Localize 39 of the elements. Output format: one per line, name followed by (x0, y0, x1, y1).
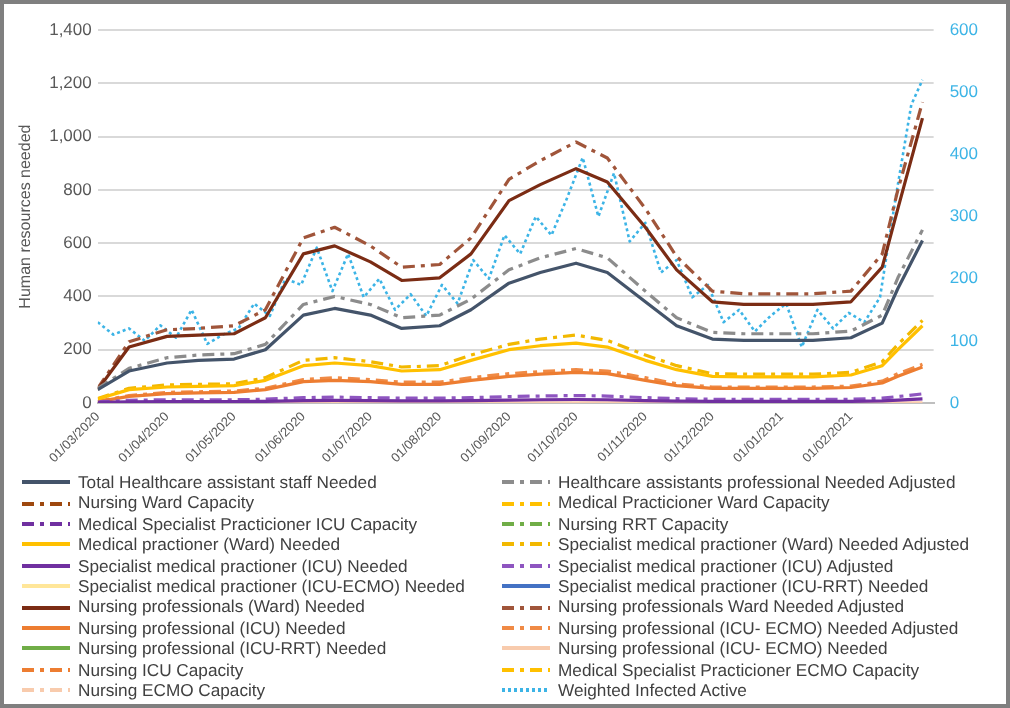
legend-label: Nursing ECMO Capacity (78, 680, 266, 701)
legend-label: Nursing professional (ICU- ECMO) Needed Adjusted (558, 617, 959, 639)
y-tick-label: 1,400 (49, 18, 93, 39)
legend-label: Healthcare assistants professional Needed Adjusted (558, 472, 956, 493)
y2-tick-label: 0 (949, 391, 960, 412)
line-series (97, 78, 924, 349)
legend-label: Specialist medical practioner (ICU-RRT) Needed (558, 576, 929, 597)
legend-label: Total Healthcare assistant staff Needed (78, 472, 377, 493)
y-tick-label: 1,000 (49, 125, 93, 146)
legend-label: Medical Practicioner Ward Capacity (558, 492, 830, 514)
legend-label: Medical Specialist Practicioner ECMO Capacity (558, 659, 920, 681)
y2-tick-label: 100 (949, 329, 979, 350)
y-tick-label: 800 (63, 178, 93, 199)
legend-label: Nursing professionals Ward Needed Adjusted (558, 596, 905, 618)
y2-tick-label: 400 (949, 143, 979, 164)
legend-label: Nursing ICU Capacity (78, 659, 244, 681)
legend-label: Nursing professional (ICU-RRT) Needed (78, 638, 387, 660)
legend-label: Nursing professional (ICU) Needed (78, 617, 346, 639)
legend-label: Weighted Infected Active (558, 680, 747, 701)
y2-tick-label: 300 (949, 205, 979, 226)
y-axis-title: Human resources needed (16, 124, 35, 309)
y-tick-label: 200 (63, 338, 93, 359)
legend-label: Nursing professional (ICU- ECMO) Needed (558, 638, 888, 660)
y2-tick-label: 600 (949, 18, 979, 39)
y-tick-label: 0 (82, 391, 93, 412)
legend-label: Specialist medical practioner (ICU) Adjusted (558, 555, 894, 577)
legend-label: Medical practioner (Ward) Needed (78, 534, 341, 556)
y-tick-label: 1,200 (49, 72, 93, 93)
legend-label: Nursing Ward Capacity (78, 492, 255, 514)
legend-label: Specialist medical practioner (ICU) Needed (78, 555, 408, 577)
y-tick-label: 400 (63, 285, 93, 306)
legend-label: Nursing professionals (Ward) Needed (78, 596, 365, 618)
legend-label: Medical Specialist Practicioner ICU Capacity (78, 513, 418, 535)
legend-label: Specialist medical practioner (ICU-ECMO) Needed (78, 576, 465, 597)
legend-label: Nursing RRT Capacity (558, 513, 729, 535)
y2-tick-label: 500 (949, 81, 979, 102)
legend-label: Specialist medical practioner (Ward) Needed Adjusted (558, 534, 970, 556)
y2-tick-label: 200 (949, 267, 979, 288)
y-tick-label: 600 (63, 231, 93, 252)
